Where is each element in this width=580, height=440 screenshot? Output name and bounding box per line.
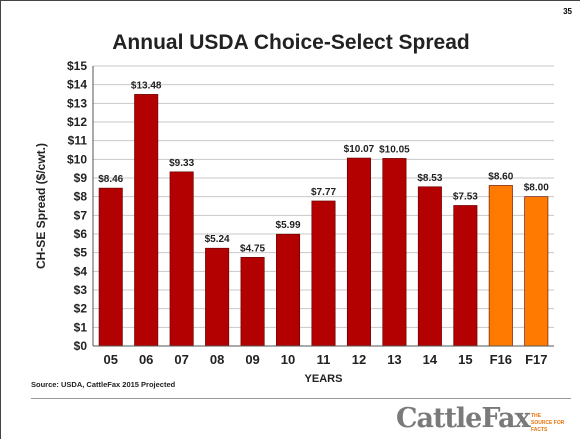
- data-label: $13.48: [131, 80, 162, 91]
- data-label: $9.33: [169, 158, 194, 169]
- x-axis-label: YEARS: [305, 373, 343, 385]
- y-tick-label: $2: [74, 302, 88, 316]
- bar-09: [240, 257, 265, 347]
- logo-tagline: THE SOURCE FOR FACTS: [531, 413, 571, 434]
- page-number: 35: [563, 7, 572, 16]
- y-axis-ticks: $0 $1 $2 $3 $4 $5 $6 $7 $8 $9 $10 $11 $12 $13 $14 $15: [67, 59, 87, 353]
- bar-F16: [488, 185, 513, 347]
- bar-10: [276, 233, 301, 347]
- x-tick-label: 11: [317, 352, 331, 367]
- y-tick-label: $9: [74, 171, 88, 185]
- x-tick-label: F17: [525, 352, 547, 367]
- tagline-line: THE: [531, 413, 541, 419]
- y-tick-label: $7: [74, 208, 88, 222]
- data-label: $10.07: [344, 144, 375, 155]
- data-label: $8.53: [417, 173, 442, 184]
- footer-divider: [31, 398, 571, 399]
- x-tick-label: 08: [210, 352, 224, 367]
- x-tick-label: 07: [174, 352, 188, 367]
- bar-11: [311, 200, 336, 347]
- tagline-line: SOURCE FOR: [531, 420, 565, 426]
- data-label: $8.46: [98, 174, 123, 185]
- y-tick-label: $11: [68, 134, 88, 148]
- source-note: Source: USDA, CattleFax 2015 Projected: [31, 380, 176, 389]
- bar-05: [98, 187, 123, 347]
- y-tick-label: $10: [67, 152, 87, 166]
- y-tick-label: $5: [74, 246, 88, 260]
- data-label: $5.99: [276, 220, 301, 231]
- y-tick-label: $3: [74, 283, 88, 297]
- x-tick-label: 10: [281, 352, 295, 367]
- y-tick-label: $13: [67, 96, 87, 110]
- x-tick-label: 12: [352, 352, 366, 367]
- y-tick-label: $8: [74, 190, 88, 204]
- x-axis-ticks: 05 06 07 08 09 10 11 12 13 14 15 F16 F17: [103, 352, 547, 367]
- data-label: $8.60: [488, 171, 513, 182]
- x-tick-label: 13: [387, 352, 401, 367]
- y-tick-label: $15: [67, 59, 87, 73]
- bar-07: [169, 171, 194, 347]
- y-tick-label: $1: [74, 320, 88, 334]
- y-tick-label: $14: [67, 78, 87, 92]
- data-labels: $8.46 $13.48 $9.33 $5.24 $4.75 $5.99 $7.77 $10.…: [98, 80, 549, 254]
- y-axis-label: CH-SE Spread ($/cwt.): [34, 143, 48, 269]
- tagline-line: FACTS: [531, 427, 548, 433]
- bar-13: [382, 158, 407, 347]
- x-tick-label: 05: [103, 352, 117, 367]
- bar-06: [134, 94, 159, 347]
- x-tick-label: 06: [139, 352, 153, 367]
- x-tick-label: 15: [458, 352, 472, 367]
- y-tick-label: $0: [74, 339, 88, 353]
- data-label: $8.00: [524, 183, 549, 194]
- bar-12: [346, 157, 371, 347]
- data-label: $7.77: [311, 187, 336, 198]
- data-label: $10.05: [379, 144, 410, 155]
- data-label: $7.53: [453, 191, 478, 202]
- x-tick-label: 09: [245, 352, 259, 367]
- chart-title: Annual USDA Choice-Select Spread: [112, 31, 470, 54]
- data-label: $4.75: [240, 243, 265, 254]
- bar-08: [205, 247, 230, 347]
- bar-15: [453, 205, 478, 347]
- y-tick-label: $4: [74, 264, 88, 278]
- cattlefax-logo: CattleFax: [396, 403, 531, 434]
- bar-14: [417, 186, 442, 347]
- x-tick-label: F16: [490, 352, 512, 367]
- bar-F17: [524, 196, 549, 347]
- y-tick-label: $12: [67, 115, 87, 129]
- x-tick-label: 14: [423, 352, 438, 367]
- y-tick-label: $6: [74, 227, 88, 241]
- data-label: $5.24: [205, 234, 230, 245]
